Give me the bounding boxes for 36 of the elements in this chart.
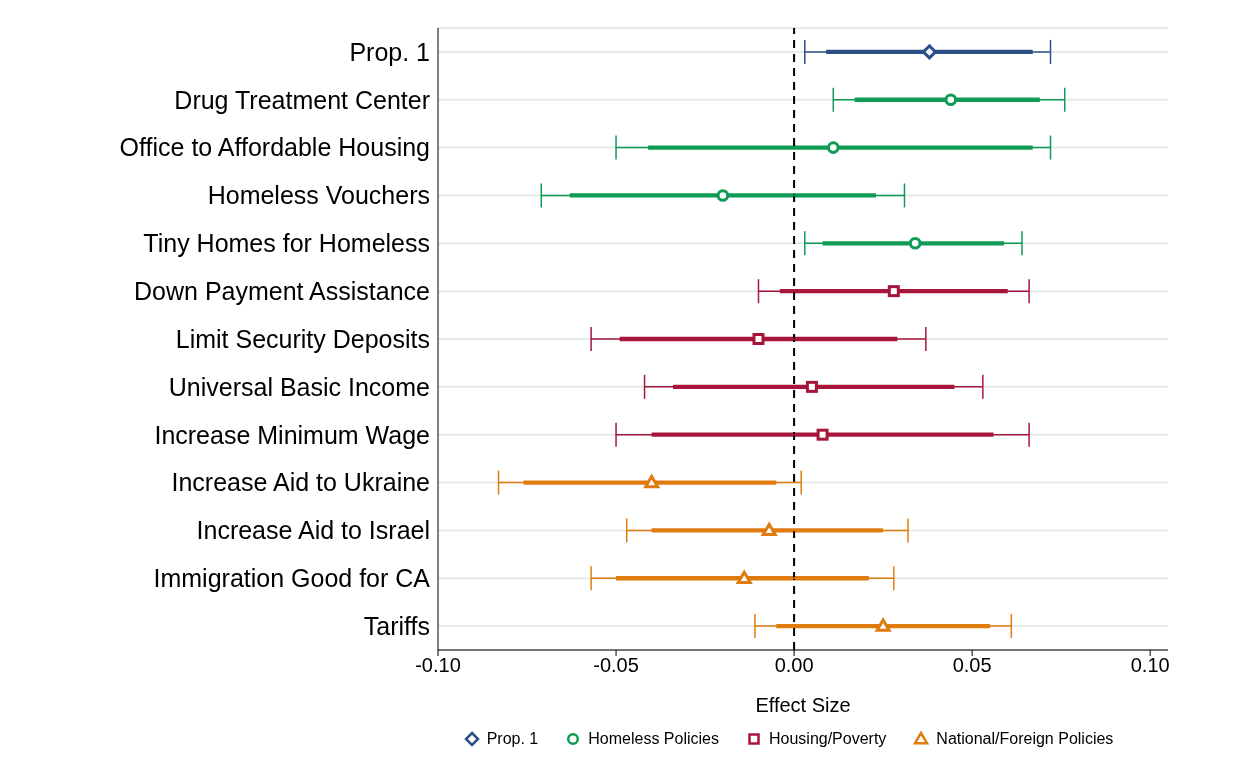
y-tick-label: Limit Security Deposits (175, 324, 430, 353)
legend-label: Housing/Poverty (767, 730, 887, 748)
x-tick-label: 0.05 (952, 654, 992, 677)
legend-label: Prop. 1 (485, 730, 539, 748)
x-tick-label: -0.05 (593, 654, 639, 677)
point (826, 141, 840, 154)
point (716, 189, 730, 202)
point (944, 93, 958, 107)
x-tick-label: -0.10 (415, 654, 461, 677)
y-tick-label: Prop. 1 (349, 37, 430, 66)
y-tick-label: Increase Aid to Israel (196, 516, 430, 545)
x-axis-title: Effect Size (755, 694, 851, 716)
point (761, 522, 777, 537)
legend-label: Homeless Policies (587, 730, 719, 748)
point (752, 333, 765, 345)
legend-label: National/Foreign Policies (935, 730, 1114, 748)
point (644, 475, 660, 489)
point (805, 380, 818, 393)
y-tick-label: Tiny Homes for Homeless (143, 229, 430, 258)
y-tick-label: Immigration Good for CA (153, 564, 431, 593)
y-tick-label: Drug Treatment Center (174, 85, 430, 114)
point (736, 570, 752, 584)
y-tick-label: Universal Basic Income (168, 372, 430, 401)
y-tick-label: Office to Affordable Housing (119, 133, 430, 162)
point (875, 618, 891, 632)
point (816, 428, 829, 441)
x-tick-label: 0.00 (774, 654, 814, 677)
point (908, 237, 922, 250)
y-tick-label: Homeless Vouchers (207, 181, 430, 210)
y-tick-label: Tariffs (363, 611, 430, 640)
y-tick-label: Increase Minimum Wage (154, 420, 430, 449)
point (887, 285, 900, 298)
y-tick-label: Down Payment Assistance (134, 277, 430, 306)
y-tick-label: Increase Aid to Ukraine (171, 468, 430, 497)
x-tick-label: 0.10 (1130, 654, 1170, 677)
point (921, 44, 937, 60)
